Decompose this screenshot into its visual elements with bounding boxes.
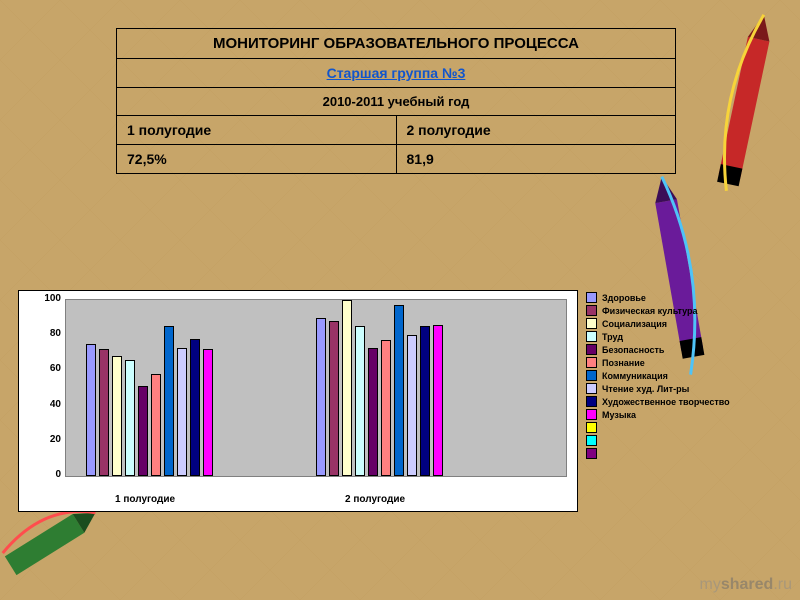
academic-year: 2010-2011 учебный год	[117, 88, 676, 116]
bar	[138, 386, 148, 476]
legend-swatch	[586, 422, 597, 433]
legend-item-empty	[586, 448, 781, 459]
y-tick: 100	[39, 293, 61, 304]
bar	[86, 344, 96, 476]
legend-swatch	[586, 292, 597, 303]
legend-label: Труд	[602, 332, 623, 342]
legend-swatch	[586, 305, 597, 316]
bar	[381, 340, 391, 476]
bar	[203, 349, 213, 476]
legend-swatch	[586, 318, 597, 329]
legend-item: Здоровье	[586, 292, 781, 303]
watermark-right: shared	[721, 576, 773, 593]
bar	[329, 321, 339, 476]
legend-label: Социализация	[602, 319, 667, 329]
col1-header: 1 полугодие	[117, 116, 397, 145]
watermark: myshared.ru	[700, 576, 792, 594]
bar	[342, 300, 352, 476]
legend-label: Музыка	[602, 410, 636, 420]
plot-area	[65, 299, 567, 477]
legend-item: Познание	[586, 357, 781, 368]
bar	[177, 348, 187, 476]
bar	[355, 326, 365, 476]
bar	[433, 325, 443, 476]
legend-item: Музыка	[586, 409, 781, 420]
legend-swatch	[586, 448, 597, 459]
bar	[99, 349, 109, 476]
y-tick: 60	[39, 363, 61, 374]
legend-swatch	[586, 344, 597, 355]
bar	[407, 335, 417, 476]
legend-label: Безопасность	[602, 345, 664, 355]
legend-item: Коммуникация	[586, 370, 781, 381]
table-title: МОНИТОРИНГ ОБРАЗОВАТЕЛЬНОГО ПРОЦЕССА	[117, 29, 676, 59]
bar	[151, 374, 161, 476]
legend-item: Физическая культура	[586, 305, 781, 316]
legend-swatch	[586, 331, 597, 342]
legend-label: Коммуникация	[602, 371, 668, 381]
bar	[190, 339, 200, 476]
legend-label: Физическая культура	[602, 306, 697, 316]
info-table: МОНИТОРИНГ ОБРАЗОВАТЕЛЬНОГО ПРОЦЕССА Ста…	[116, 28, 676, 174]
bar	[316, 318, 326, 476]
legend-item-empty	[586, 422, 781, 433]
bar	[164, 326, 174, 476]
legend-item: Безопасность	[586, 344, 781, 355]
legend-swatch	[586, 357, 597, 368]
bar	[368, 348, 378, 476]
x-label: 1 полугодие	[115, 494, 175, 505]
col1-value: 72,5%	[117, 145, 397, 174]
bar-group	[86, 326, 216, 476]
legend-label: Здоровье	[602, 293, 646, 303]
legend-swatch	[586, 383, 597, 394]
bar	[125, 360, 135, 476]
bar	[420, 326, 430, 476]
bar	[394, 305, 404, 476]
legend-swatch	[586, 409, 597, 420]
legend-label: Чтение худ. Лит-ры	[602, 384, 689, 394]
bar-chart: 0 20 40 60 80 100 1 полугодие 2 полугодие	[18, 290, 578, 512]
y-tick: 80	[39, 328, 61, 339]
legend-label: Познание	[602, 358, 645, 368]
watermark-left: my	[700, 576, 721, 593]
legend-swatch	[586, 396, 597, 407]
crayon-red-icon	[710, 8, 780, 218]
legend-label: Художественное творчество	[602, 397, 730, 407]
bar	[112, 356, 122, 476]
legend-item-empty	[586, 435, 781, 446]
y-tick: 20	[39, 434, 61, 445]
x-label: 2 полугодие	[345, 494, 405, 505]
col2-value: 81,9	[396, 145, 676, 174]
legend-item: Художественное творчество	[586, 396, 781, 407]
watermark-suffix: .ru	[773, 576, 792, 593]
y-tick: 40	[39, 399, 61, 410]
legend-swatch	[586, 435, 597, 446]
col2-header: 2 полугодие	[396, 116, 676, 145]
chart-legend: Здоровье Физическая культура Социализация Т…	[586, 290, 781, 461]
legend-swatch	[586, 370, 597, 381]
subtitle-link[interactable]: Старшая группа №3	[117, 59, 676, 88]
bar-group	[316, 300, 446, 476]
legend-item: Социализация	[586, 318, 781, 329]
y-tick: 0	[39, 469, 61, 480]
legend-item: Чтение худ. Лит-ры	[586, 383, 781, 394]
legend-item: Труд	[586, 331, 781, 342]
